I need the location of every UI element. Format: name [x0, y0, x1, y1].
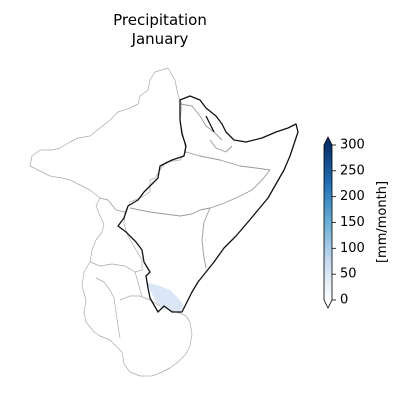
- colorbar-tick-0: 0: [340, 293, 348, 308]
- colorbar-tick-100: 100: [340, 241, 365, 256]
- colorbar-label: [mm/month]: [375, 181, 390, 263]
- colorbar-tick-50: 50: [340, 267, 357, 282]
- colorbar: 0 50 100 150 200 250 300 [mm/month]: [323, 136, 390, 309]
- tanzania-inner-border: [119, 295, 187, 317]
- map-title-line1: Precipitation: [113, 11, 207, 29]
- region-outline: [117, 95, 299, 313]
- uganda-drc-border: [81, 261, 193, 377]
- colorbar-tick-150: 150: [340, 215, 365, 230]
- colorbar-tick-300: 300: [340, 138, 365, 153]
- colorbar-tick-250: 250: [340, 163, 365, 178]
- map-title-line2: January: [131, 30, 189, 48]
- uganda-kenya-border: [134, 271, 143, 297]
- drc-rwanda-border: [95, 277, 121, 339]
- kenya-somalia-border: [201, 207, 211, 269]
- colorbar-extend-min: [324, 300, 332, 308]
- sudan-border: [29, 67, 187, 213]
- djibouti-border: [209, 139, 233, 153]
- colorbar-gradient: [324, 145, 332, 300]
- ethiopia-kenya-border: [129, 207, 211, 217]
- map-area: [29, 67, 299, 377]
- colorbar-extend-max: [324, 137, 332, 145]
- eritrea-border: [179, 103, 223, 141]
- precipitation-shading: [146, 282, 184, 312]
- ethiopia-somalia-border: [185, 151, 271, 209]
- colorbar-tick-200: 200: [340, 189, 365, 204]
- region-inner-line: [205, 115, 215, 133]
